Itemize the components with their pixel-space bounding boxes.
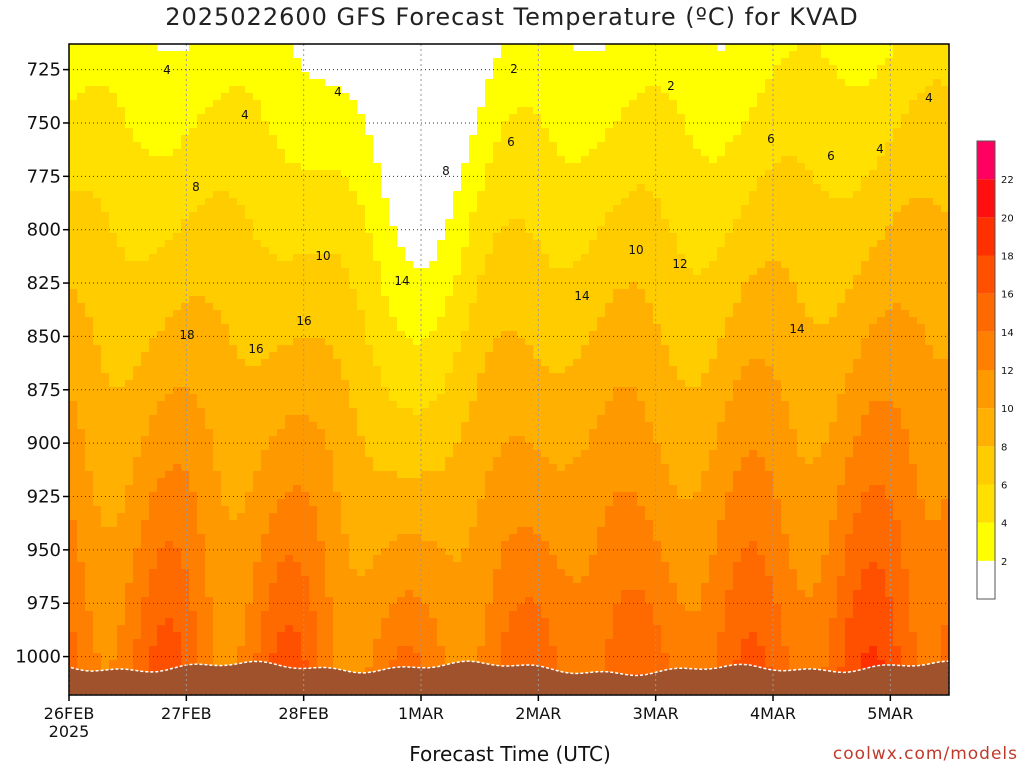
contour-label: 2	[667, 79, 675, 93]
plot-frame	[68, 43, 950, 696]
x-tick-label: 26FEB	[44, 704, 95, 723]
contour-label: 8	[442, 164, 450, 178]
colorbar-label: 8	[1001, 442, 1007, 453]
y-tick-label: 1000	[15, 647, 61, 668]
colorbar-label: 2	[1001, 557, 1007, 568]
colorbar-swatch	[977, 141, 995, 180]
x-tick-label: 4MAR	[750, 704, 796, 723]
contour-label: 14	[394, 274, 409, 288]
terrain-ground	[68, 660, 950, 696]
credit-link[interactable]: coolwx.com/models	[832, 744, 1018, 764]
y-tick-label: 850	[27, 326, 61, 347]
colorbar-label: 12	[1001, 366, 1014, 377]
colorbar-label: 22	[1001, 175, 1014, 186]
x-tick-label: 27FEB	[161, 704, 212, 723]
colorbar-label: 6	[1001, 481, 1007, 492]
contour-labels: 4 2 2 4 4 6 6 4 4 6 8 8 10 10 12 14 14 14 16 18 16	[163, 62, 933, 356]
contour-label: 14	[789, 322, 804, 336]
x-tick-label: 3MAR	[633, 704, 679, 723]
colorbar-swatch	[977, 293, 995, 332]
y-tick-label: 975	[27, 593, 61, 614]
colorbar-swatch	[977, 255, 995, 294]
contour-label: 4	[334, 85, 342, 99]
colorbar-label: 20	[1001, 213, 1014, 224]
contour-label: 10	[315, 249, 330, 263]
x-tick-label: 1MAR	[398, 704, 444, 723]
colorbar-label: 10	[1001, 404, 1014, 415]
y-tick-label: 900	[27, 433, 61, 454]
x-year-label: 2025	[49, 722, 90, 741]
contour-label: 12	[672, 257, 687, 271]
y-tick-label: 775	[27, 166, 61, 187]
colorbar: 2 4 6 8 10 12 14 16 18 20 22	[976, 140, 1014, 600]
contour-label: 8	[192, 180, 200, 194]
colorbar-swatch	[977, 217, 995, 256]
x-axis-label: Forecast Time (UTC)	[409, 742, 611, 766]
contour-label: 16	[296, 314, 311, 328]
colorbar-label: 18	[1001, 252, 1014, 263]
colorbar-swatch	[977, 560, 995, 599]
y-tick-label: 825	[27, 273, 61, 294]
contour-label: 6	[827, 149, 835, 163]
colorbar-label: 14	[1001, 328, 1014, 339]
contour-label: 2	[510, 62, 518, 76]
colorbar-label: 16	[1001, 290, 1014, 301]
contour-label: 6	[507, 135, 515, 149]
x-tick-label: 2MAR	[515, 704, 561, 723]
y-tick-label: 750	[27, 113, 61, 134]
colorbar-swatch	[977, 484, 995, 523]
y-tick-label: 950	[27, 540, 61, 561]
colorbar-swatch	[977, 522, 995, 561]
x-tick-label: 28FEB	[278, 704, 329, 723]
contour-label: 4	[876, 142, 884, 156]
x-tick-label: 5MAR	[867, 704, 913, 723]
gridlines	[68, 44, 949, 695]
contour-label: 4	[241, 108, 249, 122]
contour-label: 18	[179, 328, 194, 342]
y-tick-label: 875	[27, 380, 61, 401]
colorbar-swatch	[977, 331, 995, 370]
colorbar-swatch	[977, 446, 995, 485]
contour-label: 16	[248, 342, 263, 356]
y-axis: 725 750 775 800 825 850 875 900 925 950 975 1000	[15, 60, 69, 668]
colorbar-swatch	[977, 408, 995, 447]
colorbar-label: 4	[1001, 519, 1007, 530]
y-tick-label: 925	[27, 486, 61, 507]
contour-label: 14	[574, 289, 589, 303]
colorbar-swatch	[977, 179, 995, 218]
contour-label: 4	[163, 63, 171, 77]
contour-label: 4	[925, 91, 933, 105]
x-axis: 26FEB 27FEB 28FEB 1MAR 2MAR 3MAR 4MAR 5MAR 2025	[44, 695, 913, 741]
chart-title: 2025022600 GFS Forecast Temperature (ºC)…	[165, 3, 859, 31]
y-tick-label: 725	[27, 60, 61, 81]
contour-label: 10	[628, 243, 643, 257]
y-tick-label: 800	[27, 220, 61, 241]
contour-label: 6	[767, 132, 775, 146]
colorbar-swatch	[977, 370, 995, 409]
